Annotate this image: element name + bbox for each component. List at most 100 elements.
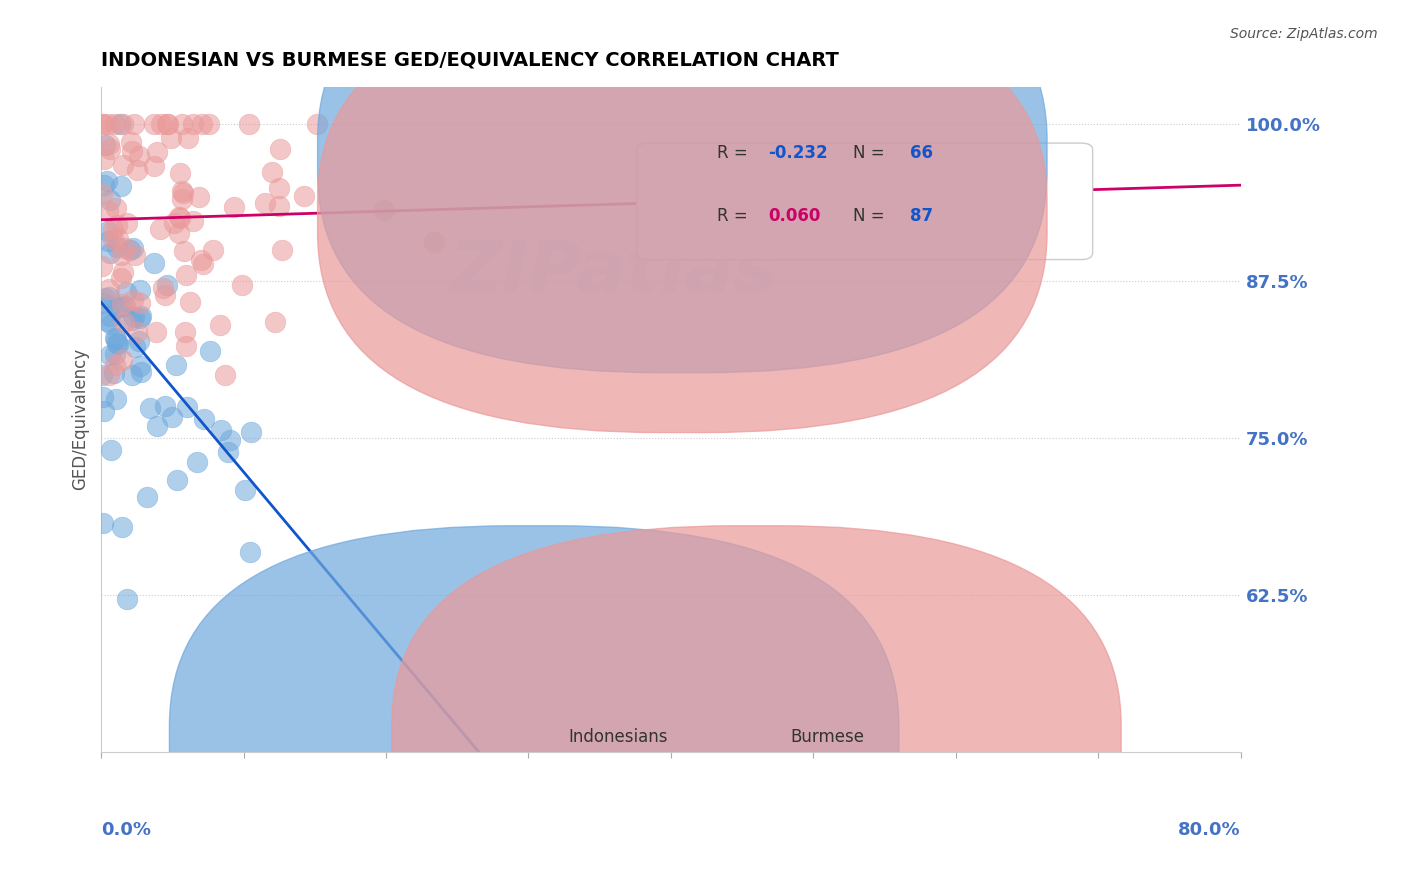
Point <box>112 315 135 329</box>
Point <box>129 283 152 297</box>
Point <box>214 368 236 383</box>
Point <box>270 244 292 258</box>
Point <box>110 247 132 261</box>
Point <box>153 399 176 413</box>
Point <box>97 282 120 296</box>
Text: INDONESIAN VS BURMESE GED/EQUIVALENCY CORRELATION CHART: INDONESIAN VS BURMESE GED/EQUIVALENCY CO… <box>101 51 839 70</box>
Point <box>97 117 120 131</box>
Point <box>373 203 395 218</box>
Text: N =: N = <box>853 145 890 162</box>
Text: R =: R = <box>717 207 752 226</box>
FancyBboxPatch shape <box>392 525 1121 892</box>
Point <box>91 186 114 201</box>
Point <box>170 117 193 131</box>
Point <box>110 178 132 193</box>
Point <box>100 142 122 156</box>
Point <box>104 347 127 361</box>
Point <box>110 301 132 315</box>
Point <box>198 344 221 359</box>
Point <box>93 152 115 166</box>
Point <box>131 309 153 323</box>
Point <box>163 216 186 230</box>
Point <box>110 270 132 285</box>
Point <box>239 425 262 440</box>
Point <box>111 297 134 311</box>
Point <box>128 149 150 163</box>
Point <box>142 255 165 269</box>
Text: 0.060: 0.060 <box>768 207 820 226</box>
Point <box>94 138 117 153</box>
Point <box>108 117 131 131</box>
Point <box>160 410 183 425</box>
Point <box>129 359 152 373</box>
Point <box>94 291 117 305</box>
Point <box>233 483 256 497</box>
Point <box>187 190 209 204</box>
Point <box>146 145 169 160</box>
Point <box>111 158 134 172</box>
Text: Indonesians: Indonesians <box>568 729 668 747</box>
Point <box>96 314 118 328</box>
Point <box>169 166 191 180</box>
Point <box>186 455 208 469</box>
Point <box>166 473 188 487</box>
Text: R =: R = <box>717 145 752 162</box>
Point <box>143 117 166 131</box>
Point <box>179 294 201 309</box>
Point <box>136 491 159 505</box>
Point <box>105 240 128 254</box>
Point <box>129 365 152 379</box>
Point <box>142 159 165 173</box>
Point <box>121 313 143 327</box>
Point <box>104 117 127 131</box>
Point <box>307 117 329 131</box>
Point <box>238 117 260 131</box>
Point <box>146 419 169 434</box>
Point <box>202 243 225 257</box>
Point <box>98 193 121 207</box>
Point <box>120 135 142 149</box>
Point <box>98 348 121 362</box>
Point <box>254 196 277 211</box>
Point <box>160 131 183 145</box>
Point <box>105 301 128 315</box>
Text: -0.232: -0.232 <box>768 145 828 162</box>
Point <box>124 339 146 353</box>
Point <box>422 235 444 249</box>
Point <box>176 268 198 282</box>
Point <box>104 358 127 372</box>
Point <box>96 174 118 188</box>
Y-axis label: GED/Equivalency: GED/Equivalency <box>72 348 89 491</box>
Point <box>121 144 143 158</box>
FancyBboxPatch shape <box>170 525 898 892</box>
Point <box>100 443 122 458</box>
Text: 66: 66 <box>910 145 934 162</box>
Point <box>156 117 179 131</box>
Text: 87: 87 <box>910 207 934 226</box>
Point <box>107 337 129 351</box>
Point <box>167 226 190 240</box>
Point <box>172 186 194 201</box>
Point <box>172 192 194 206</box>
Point <box>93 404 115 418</box>
Point <box>269 142 291 156</box>
Point <box>191 257 214 271</box>
Point <box>150 117 173 131</box>
Point <box>169 210 191 224</box>
FancyBboxPatch shape <box>637 143 1092 260</box>
Point <box>103 366 125 380</box>
Point <box>115 285 138 299</box>
Text: 80.0%: 80.0% <box>1178 822 1241 839</box>
Point <box>125 325 148 339</box>
Text: Source: ZipAtlas.com: Source: ZipAtlas.com <box>1230 27 1378 41</box>
Point <box>125 162 148 177</box>
Point <box>174 339 197 353</box>
Point <box>97 234 120 248</box>
Point <box>224 200 246 214</box>
Point <box>124 248 146 262</box>
Point <box>103 232 125 246</box>
Point <box>120 243 142 257</box>
Point <box>114 299 136 313</box>
Point <box>181 214 204 228</box>
Point <box>111 352 134 367</box>
